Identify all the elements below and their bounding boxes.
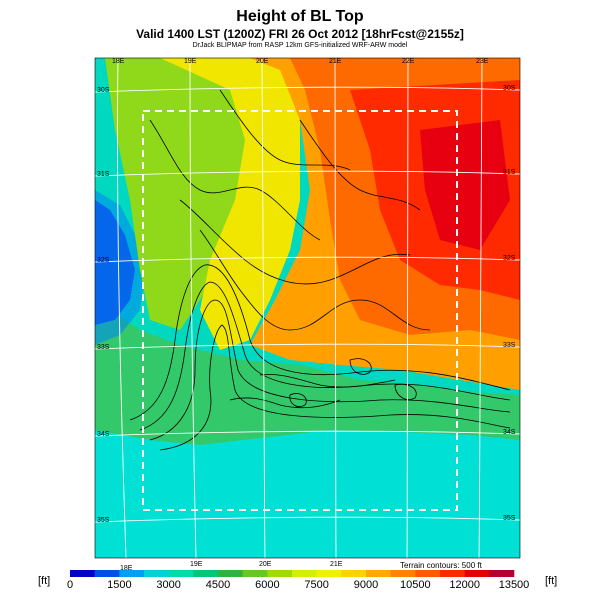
colorbar-swatch	[292, 570, 317, 577]
colorbar-swatch	[390, 570, 416, 577]
colorbar-swatch	[464, 570, 490, 577]
lat-left-label-34: 34S	[97, 431, 110, 438]
lat-right-label-35: 35S	[503, 515, 516, 522]
colorbar-swatch	[193, 570, 219, 577]
lat-right-label-31: 31S	[503, 169, 516, 176]
colorbar-swatch	[316, 570, 342, 577]
field-coast-lightblue	[95, 190, 145, 345]
lon-top-label-19: 19E	[184, 58, 197, 65]
colorbar-tick-label: 1500	[107, 579, 132, 591]
field-south	[95, 430, 520, 558]
colorbar-swatch	[168, 570, 194, 577]
graticule	[95, 58, 520, 558]
lat-left-label-33: 33S	[97, 344, 110, 351]
terrain-contour-note: Terrain contours: 500 ft	[400, 561, 483, 570]
colorbar-unit-left: [ft]	[38, 575, 51, 587]
lat-left-label-30: 30S	[97, 87, 110, 94]
colorbar-swatch	[242, 570, 268, 577]
map-title: Height of BL Top	[236, 8, 364, 25]
colorbar-tick-label: 12000	[449, 579, 480, 591]
lon-top-label-23: 23E	[476, 58, 489, 65]
lon-top-label-20: 20E	[256, 58, 269, 65]
lon-bottom-label-21: 21E	[330, 561, 343, 568]
colorbar-tick-label: 9000	[353, 579, 379, 591]
lon-top-label-18: 18E	[112, 58, 125, 65]
field-yellow	[160, 58, 300, 350]
field-green	[95, 58, 520, 445]
lon-top-label-21: 21E	[329, 58, 342, 65]
colorbar-tick-label: 4500	[205, 579, 231, 591]
lon-bottom-label-20: 20E	[259, 561, 272, 568]
colorbar-swatch	[218, 570, 243, 577]
field-deep-red	[420, 120, 510, 250]
colorbar-tick-label: 0	[66, 579, 74, 591]
lat-right-label-32: 32S	[503, 255, 516, 262]
map-credit: DrJack BLIPMAP from RASP 12km GFS-initia…	[192, 42, 408, 49]
colorbar-tick-label: 6000	[255, 579, 280, 591]
map-subtitle: Valid 1400 LST (1200Z) FRI 26 Oct 2012 […	[136, 27, 464, 41]
lat-right-label-34: 34S	[503, 429, 516, 436]
terrain-contours	[129, 89, 511, 451]
lon-bottom-label-19: 19E	[190, 561, 203, 568]
colorbar-swatch	[489, 570, 515, 577]
lon-top-label-22: 22E	[402, 58, 415, 65]
colorbar-tick-label: 3000	[156, 579, 181, 591]
colorbar-swatch	[144, 570, 169, 577]
colorbar-tick-label: 7500	[304, 579, 329, 591]
colorbar-swatch	[341, 570, 367, 577]
colorbar	[70, 570, 515, 577]
inner-domain-box	[142, 110, 458, 511]
colorbar-swatch	[440, 570, 465, 577]
colorbar-unit-right: [ft]	[545, 575, 558, 587]
colorbar-swatch	[366, 570, 391, 577]
colorbar-swatch	[267, 570, 293, 577]
lat-right-label-33: 33S	[503, 342, 516, 349]
colorbar-swatch	[94, 570, 120, 577]
colorbar-tick-label: 10500	[400, 579, 431, 591]
lat-left-label-35: 35S	[97, 517, 110, 524]
colorbar-swatch	[70, 570, 95, 577]
colorbar-swatch	[119, 570, 145, 577]
lat-right-label-30: 30S	[503, 85, 516, 92]
map-frame	[94, 57, 521, 559]
lat-left-label-32: 32S	[97, 257, 110, 264]
lon-bottom-label-18: 18E	[120, 565, 133, 572]
colorbar-swatch	[415, 570, 441, 577]
colorbar-tick-label: 13500	[498, 579, 530, 591]
lat-left-label-31: 31S	[97, 171, 110, 178]
